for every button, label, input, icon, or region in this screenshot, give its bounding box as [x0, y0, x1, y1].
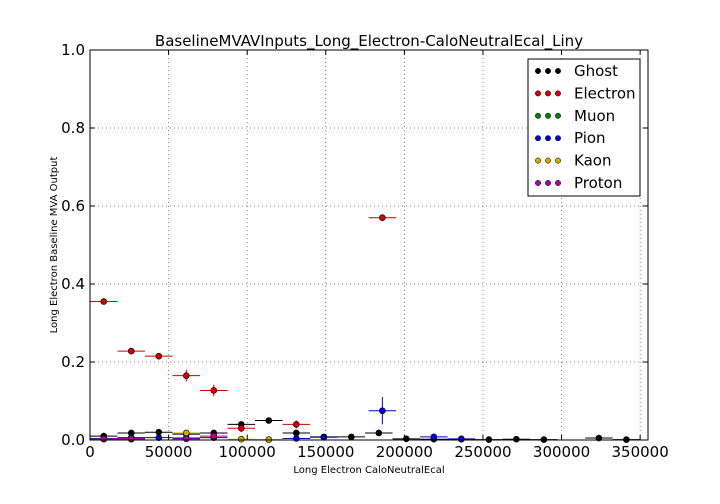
- data-point: [155, 434, 163, 441]
- y-tick-label: 0.6: [61, 197, 85, 215]
- series-layer: [90, 214, 641, 443]
- legend-marker: [545, 90, 551, 97]
- legend-marker: [555, 135, 561, 142]
- data-point: [348, 433, 355, 441]
- legend-item-ghost: Ghost: [535, 62, 618, 80]
- data-point: [293, 421, 300, 428]
- x-tick-label: 100000: [219, 443, 276, 461]
- data-point: [210, 387, 218, 394]
- legend-label: Kaon: [574, 152, 611, 170]
- data-point: [458, 435, 465, 443]
- y-tick-label: 0.2: [61, 353, 85, 371]
- legend-label: Electron: [574, 84, 636, 102]
- data-point: [155, 428, 163, 436]
- y-tick-label: 0.8: [61, 119, 85, 137]
- legend-marker: [555, 157, 561, 164]
- legend-item-muon: Muon: [535, 107, 615, 125]
- data-point: [265, 417, 273, 424]
- legend-marker: [535, 135, 541, 142]
- plot-frame: [89, 49, 649, 441]
- data-point: [379, 214, 386, 221]
- legend-marker: [555, 68, 561, 74]
- legend-marker: [555, 180, 561, 186]
- x-tick-label: 200000: [376, 443, 433, 461]
- legend-label: Proton: [574, 174, 622, 192]
- axis-ticks: 0 50000 100000 150000 200000 250000 300000 3500…: [61, 41, 669, 461]
- data-point: [237, 435, 245, 443]
- x-tick-label: 50000: [145, 443, 193, 461]
- legend-item-proton: Proton: [535, 174, 622, 192]
- y-axis-label: Long Electron Baseline MVA Output: [49, 157, 60, 334]
- x-axis-label: Long Electron CaloNeutralEcal: [293, 465, 444, 476]
- data-point: [379, 407, 386, 415]
- data-point: [182, 372, 190, 379]
- data-point: [127, 347, 135, 355]
- legend-marker: [555, 112, 561, 119]
- legend-marker: [545, 135, 551, 142]
- data-point: [127, 435, 135, 442]
- legend-item-pion: Pion: [535, 129, 606, 147]
- data-point: [155, 352, 163, 360]
- legend-item-electron: Electron: [535, 84, 636, 102]
- legend-marker: [545, 180, 551, 186]
- x-tick-label: 300000: [533, 443, 590, 461]
- legend: Ghost Electron Muon Pion Kaon Proton: [527, 58, 641, 197]
- legend-marker: [535, 68, 541, 74]
- data-point: [513, 435, 520, 443]
- y-tick-label: 0.4: [61, 275, 85, 293]
- chart-title: BaselineMVAVInputs_Long_Electron-CaloNeu…: [155, 32, 583, 51]
- x-tick-label: 350000: [612, 443, 669, 461]
- y-tick-label: 0.0: [61, 431, 85, 449]
- x-tick-label: 0: [85, 443, 95, 461]
- legend-box: [527, 58, 641, 197]
- data-point: [100, 435, 108, 443]
- legend-marker: [535, 90, 541, 97]
- data-point: [210, 432, 218, 440]
- series-electron: [90, 214, 397, 433]
- data-point: [375, 429, 383, 437]
- legend-marker: [535, 112, 541, 119]
- x-tick-label: 250000: [454, 443, 511, 461]
- data-point: [430, 433, 438, 441]
- legend-marker: [545, 157, 551, 164]
- data-point: [293, 435, 300, 442]
- legend-marker: [535, 157, 541, 164]
- data-point: [100, 298, 108, 305]
- x-tick-label: 150000: [297, 443, 354, 461]
- legend-marker: [555, 90, 561, 97]
- data-point: [182, 429, 190, 437]
- y-tick-label: 1.0: [61, 41, 85, 59]
- legend-label: Ghost: [574, 62, 618, 80]
- legend-label: Muon: [574, 107, 615, 125]
- legend-item-kaon: Kaon: [535, 152, 611, 170]
- data-point: [237, 424, 245, 432]
- legend-label: Pion: [574, 129, 606, 147]
- data-point: [293, 429, 300, 437]
- legend-marker: [545, 112, 551, 119]
- legend-marker: [535, 180, 541, 186]
- legend-marker: [545, 68, 551, 74]
- data-point: [182, 435, 190, 443]
